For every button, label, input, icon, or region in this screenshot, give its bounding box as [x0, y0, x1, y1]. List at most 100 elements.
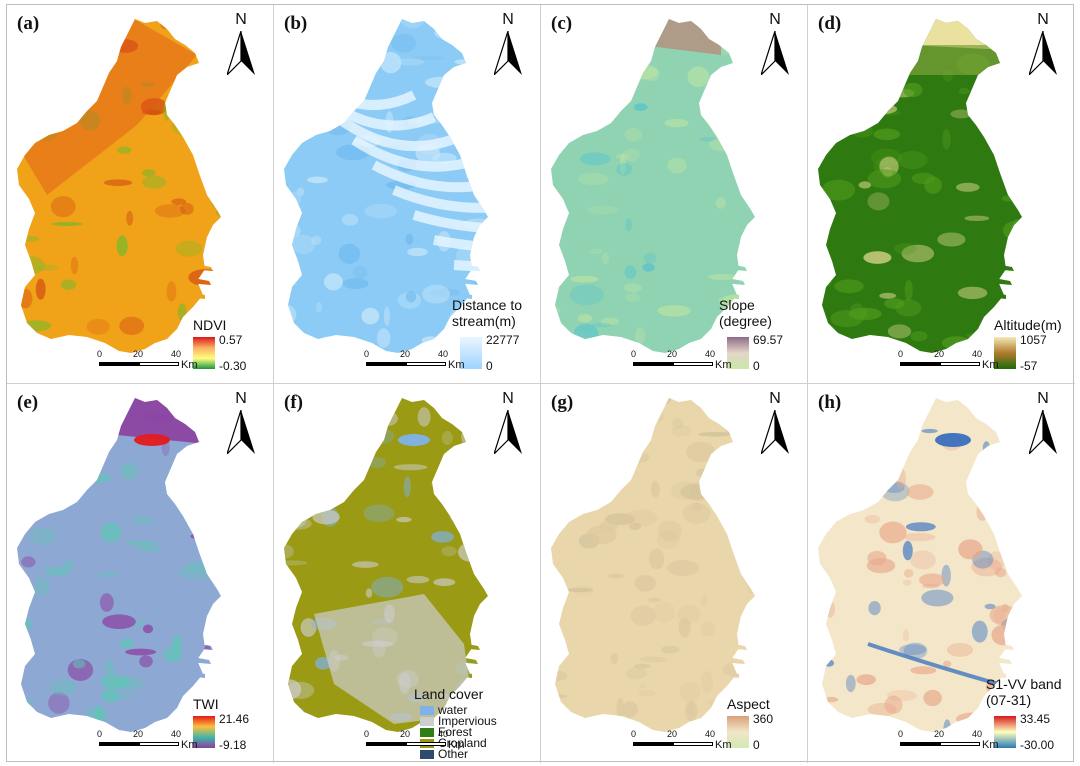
map-texture	[921, 589, 954, 607]
map-texture	[292, 234, 315, 255]
panel-label: (h)	[818, 392, 842, 413]
map-texture	[125, 541, 158, 546]
legend-title: S1-VV band (07-31)	[986, 676, 1062, 708]
map-texture	[905, 522, 936, 532]
map-texture	[639, 656, 668, 663]
map-texture	[850, 125, 874, 138]
map-texture	[569, 284, 604, 306]
map-texture	[995, 141, 1009, 157]
map-texture	[1013, 223, 1022, 238]
map-texture	[619, 154, 626, 175]
scale-unit-label: Km	[715, 359, 732, 371]
map-texture	[871, 148, 902, 167]
map-texture	[748, 509, 755, 525]
north-label: N	[502, 390, 514, 407]
map-texture	[395, 58, 425, 66]
map-texture	[652, 601, 676, 623]
map-texture	[1003, 501, 1022, 520]
legend-max-value: 1057	[1020, 333, 1047, 347]
scale-segment-black	[366, 362, 406, 366]
map-texture	[45, 478, 74, 495]
scale-unit-label: Km	[715, 739, 732, 751]
map-texture	[432, 152, 457, 164]
map-texture	[463, 150, 488, 171]
map-texture	[284, 707, 302, 717]
scale-tick-label: 20	[400, 729, 411, 739]
map-texture	[823, 696, 839, 703]
reservoir-backscatter	[935, 433, 971, 447]
stream-line	[433, 235, 488, 255]
map-texture	[578, 476, 597, 491]
map-texture	[979, 90, 1005, 112]
map-texture	[589, 248, 603, 255]
map-texture	[172, 635, 182, 655]
map-texture	[971, 620, 988, 643]
north-arrow-icon	[227, 410, 255, 454]
map-texture	[845, 674, 856, 693]
map-texture	[630, 605, 656, 626]
map-texture	[207, 616, 221, 637]
map-texture	[430, 481, 457, 487]
map-texture	[958, 87, 970, 95]
map-texture	[866, 558, 896, 574]
map-texture	[633, 103, 648, 111]
map-texture	[849, 47, 877, 69]
map-texture	[469, 274, 488, 285]
map-texture	[45, 566, 70, 576]
map-texture	[70, 256, 79, 275]
north-indicator: N	[221, 11, 261, 77]
map-texture	[210, 543, 218, 551]
map-texture	[858, 181, 872, 189]
map-texture	[667, 157, 687, 174]
legend-swatch	[420, 750, 434, 760]
map-texture	[643, 252, 657, 264]
map-d	[818, 19, 1022, 353]
scale-tick-label: 20	[133, 729, 144, 739]
map-texture	[102, 614, 136, 629]
map-texture	[823, 659, 835, 667]
map-texture	[142, 169, 156, 177]
map-texture	[169, 23, 190, 35]
scale-tick-label: 20	[934, 729, 945, 739]
map-texture	[867, 192, 890, 211]
map-texture	[48, 692, 70, 714]
map-texture	[682, 502, 711, 524]
map-texture	[284, 544, 294, 559]
map-texture	[315, 19, 341, 27]
map-texture	[72, 659, 86, 669]
map-texture	[72, 467, 80, 478]
map-texture	[472, 158, 488, 175]
map-texture	[204, 681, 217, 697]
map-texture	[921, 428, 938, 434]
scale-segment-white	[940, 362, 980, 366]
map-texture	[34, 264, 59, 271]
map-texture	[341, 213, 359, 226]
legend-title: Slope (degree)	[719, 297, 772, 329]
map-texture	[973, 487, 1007, 501]
scale-segment-black	[99, 742, 139, 746]
legend-max-value: 360	[753, 712, 774, 726]
map-texture	[894, 242, 917, 255]
map-texture	[284, 709, 300, 732]
map-texture	[417, 407, 431, 427]
map-texture	[312, 490, 338, 497]
stream-line	[330, 111, 456, 152]
map-texture	[551, 584, 563, 607]
map-texture	[910, 666, 937, 675]
map-texture	[903, 569, 914, 578]
map-texture	[818, 269, 833, 289]
map-texture	[685, 700, 698, 721]
map-texture	[752, 124, 755, 136]
map-b	[284, 19, 488, 353]
north-arrow-icon	[1029, 410, 1057, 454]
legend-class-label: Cropland	[438, 736, 487, 750]
scale-segment-black	[633, 362, 673, 366]
scale-unit-label: Km	[181, 739, 198, 751]
map-texture	[104, 659, 115, 680]
map-texture	[320, 31, 343, 48]
map-texture	[44, 419, 77, 429]
map-texture	[622, 148, 641, 162]
map-texture	[837, 87, 852, 93]
map-texture	[431, 531, 454, 543]
legend-title: Altitude(m)	[994, 317, 1062, 333]
